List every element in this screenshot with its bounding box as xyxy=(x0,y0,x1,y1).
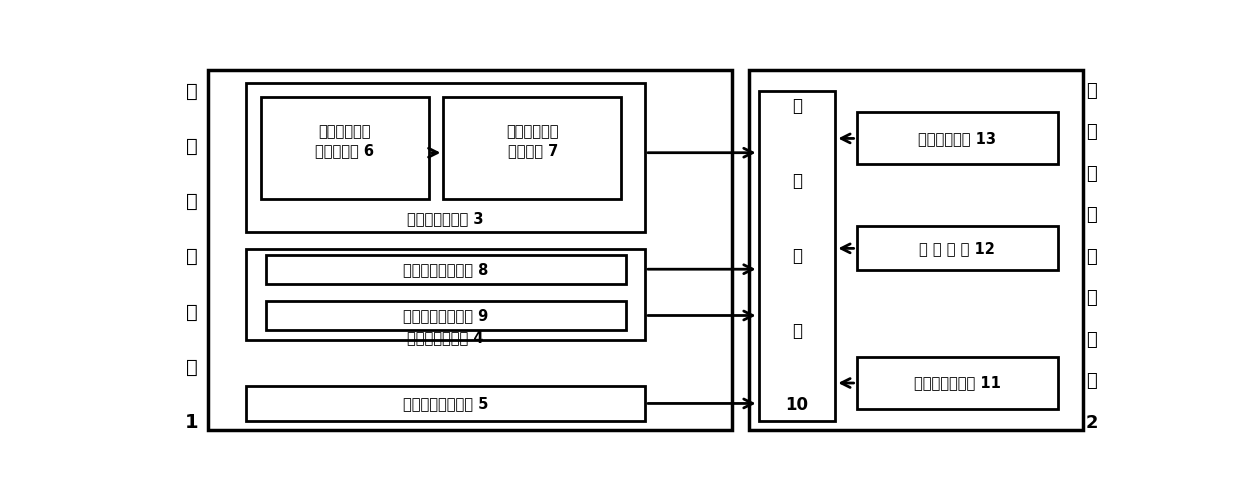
Bar xyxy=(265,301,626,330)
Text: 脉搞波透射式
光电传感器 6: 脉搞波透射式 光电传感器 6 xyxy=(315,124,373,158)
Bar xyxy=(857,357,1058,409)
Text: 环境温湿度传感器 9: 环境温湿度传感器 9 xyxy=(403,308,487,323)
Bar xyxy=(208,70,732,430)
Text: 信: 信 xyxy=(186,82,197,101)
Text: 模: 模 xyxy=(1086,331,1097,349)
Text: 控: 控 xyxy=(792,172,802,190)
Text: 制: 制 xyxy=(1086,123,1097,141)
Bar xyxy=(265,255,626,284)
Bar xyxy=(749,70,1084,430)
Text: 模: 模 xyxy=(186,303,197,322)
Text: 存: 存 xyxy=(1086,248,1097,266)
Text: 号: 号 xyxy=(186,137,197,156)
Text: 2: 2 xyxy=(1086,414,1099,432)
Text: 手指温湿度传感器 8: 手指温湿度传感器 8 xyxy=(403,262,487,277)
Text: 脉搞波采集模块 3: 脉搞波采集模块 3 xyxy=(407,211,484,226)
Bar xyxy=(247,386,645,421)
Bar xyxy=(444,97,621,199)
Text: 控: 控 xyxy=(1086,82,1097,100)
Text: 辐射温度采集模块 5: 辐射温度采集模块 5 xyxy=(403,396,487,411)
Text: 算: 算 xyxy=(1086,206,1097,224)
Bar xyxy=(247,249,645,340)
Bar xyxy=(260,97,429,199)
Text: 块: 块 xyxy=(186,358,197,377)
Text: 块: 块 xyxy=(1086,372,1097,390)
Text: 储: 储 xyxy=(1086,290,1097,307)
Text: 采: 采 xyxy=(186,192,197,211)
Bar xyxy=(247,83,645,232)
Text: 脉搞波信号预
处理模块 7: 脉搞波信号预 处理模块 7 xyxy=(506,124,559,158)
Text: 1: 1 xyxy=(185,413,198,432)
Bar xyxy=(759,91,836,421)
Text: 大容量存储模块 11: 大容量存储模块 11 xyxy=(914,376,1001,390)
Text: 10: 10 xyxy=(785,396,808,414)
Text: 集: 集 xyxy=(186,247,197,267)
Text: 器: 器 xyxy=(792,322,802,340)
Text: 温湿度采集模块 4: 温湿度采集模块 4 xyxy=(407,330,484,345)
Text: 显 示 模 块 12: 显 示 模 块 12 xyxy=(920,241,996,256)
Bar xyxy=(857,112,1058,164)
Text: 计: 计 xyxy=(1086,165,1097,183)
Text: 按键输入模块 13: 按键输入模块 13 xyxy=(919,131,997,146)
Bar xyxy=(857,226,1058,271)
Text: 制: 制 xyxy=(792,247,802,265)
Text: 主: 主 xyxy=(792,97,802,115)
